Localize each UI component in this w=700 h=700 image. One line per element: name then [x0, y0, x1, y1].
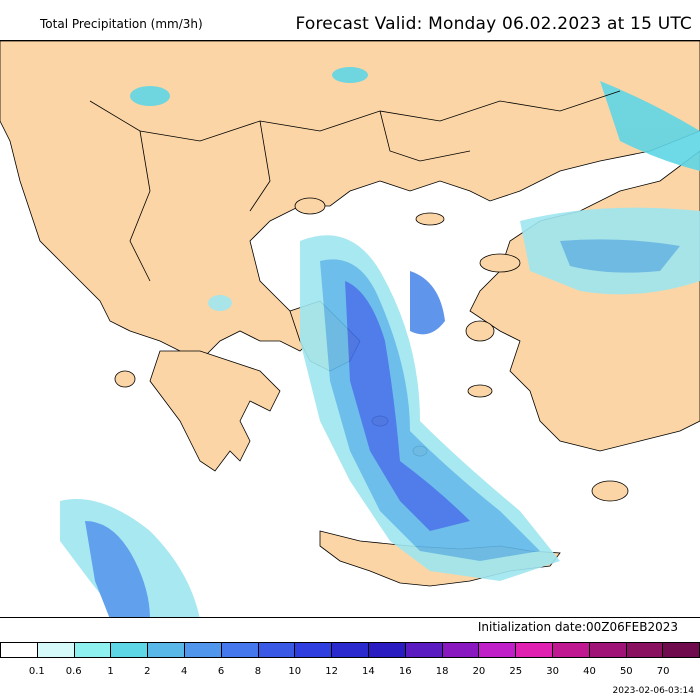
island-thasos [294, 197, 326, 215]
colorbar-cell [73, 642, 111, 658]
border-line-3 [249, 120, 271, 212]
colorbar [0, 642, 700, 658]
colorbar-tick-label: 2 [144, 666, 151, 677]
colorbar-tick-label: 14 [362, 666, 375, 677]
chart-title: Total Precipitation (mm/3h) [40, 17, 203, 31]
island-lemnos [415, 212, 445, 226]
island-samos [467, 384, 493, 398]
precip-patch-west [208, 295, 232, 311]
colorbar-cell [478, 642, 516, 658]
colorbar-tick-label: 20 [472, 666, 486, 677]
border-line-2 [129, 130, 151, 282]
colorbar-tick-label: 10 [288, 666, 302, 677]
colorbar-tick-label: 0.1 [28, 666, 45, 677]
colorbar-cell [367, 642, 405, 658]
border-line-4 [379, 110, 471, 162]
colorbar-cell [404, 642, 442, 658]
colorbar-tick-label: 25 [509, 666, 523, 677]
colorbar-tick-label: 50 [619, 666, 633, 677]
colorbar-cell [36, 642, 74, 658]
colorbar-cell [110, 642, 148, 658]
timestamp: 2023-02-06-03:14 [612, 686, 695, 696]
colorbar-tick-label: 4 [181, 666, 188, 677]
colorbar-cell [662, 642, 700, 658]
colorbar-tick-label: 12 [325, 666, 338, 677]
colorbar-cell [588, 642, 626, 658]
colorbar-cell [331, 642, 368, 658]
colorbar-cell [551, 642, 589, 658]
colorbar-cell [625, 642, 663, 658]
island-lesbos [479, 253, 521, 273]
colorbar-tick-label: 70 [656, 666, 670, 677]
precip-layer [60, 67, 700, 617]
colorbar-ticks: 0.1 0.6 1 2 4 6 8 10 12 14 16 18 20 25 30 40 50 70 [0, 666, 700, 680]
colorbar-cell [147, 642, 184, 658]
colorbar-tick-label: 1 [107, 666, 114, 677]
colorbar-tick-label: 8 [254, 666, 262, 677]
precipitation-map [0, 40, 700, 618]
initialization-date: Initialization date:00Z06FEB2023 [477, 620, 678, 634]
colorbar-tick-label: 18 [435, 666, 449, 677]
colorbar-cell [220, 642, 258, 658]
colorbar-cell [515, 642, 552, 658]
precip-zone-turkey-moderate [560, 239, 680, 273]
precip-patch-northwest [130, 86, 170, 106]
colorbar-tick-label: 0.6 [65, 666, 82, 677]
border-layer [89, 90, 621, 282]
island-kefalonia [114, 370, 136, 388]
precip-zone-black-sea [600, 81, 700, 171]
colorbar-cell [183, 642, 221, 658]
colorbar-tick-label: 16 [398, 666, 412, 677]
land-peloponnese [149, 350, 281, 472]
colorbar-cell [294, 642, 332, 658]
colorbar-tick-label: 30 [546, 666, 559, 677]
island-chios [465, 320, 495, 342]
forecast-valid-label: Forecast Valid: Monday 06.02.2023 at 15 … [295, 14, 692, 34]
precip-patch-north [332, 67, 368, 83]
colorbar-cell [0, 642, 37, 658]
border-line-1 [89, 90, 621, 142]
colorbar-cell [441, 642, 479, 658]
precip-zone-ionian-moderate [85, 521, 150, 617]
precip-zone-heavy [345, 281, 470, 531]
colorbar-tick-label: 40 [583, 666, 596, 677]
island-rhodes [591, 480, 629, 502]
colorbar-cell [257, 642, 295, 658]
map-canvas [0, 41, 700, 617]
colorbar-tick-label: 6 [217, 666, 225, 677]
precip-zone-north-aegean [410, 271, 445, 335]
